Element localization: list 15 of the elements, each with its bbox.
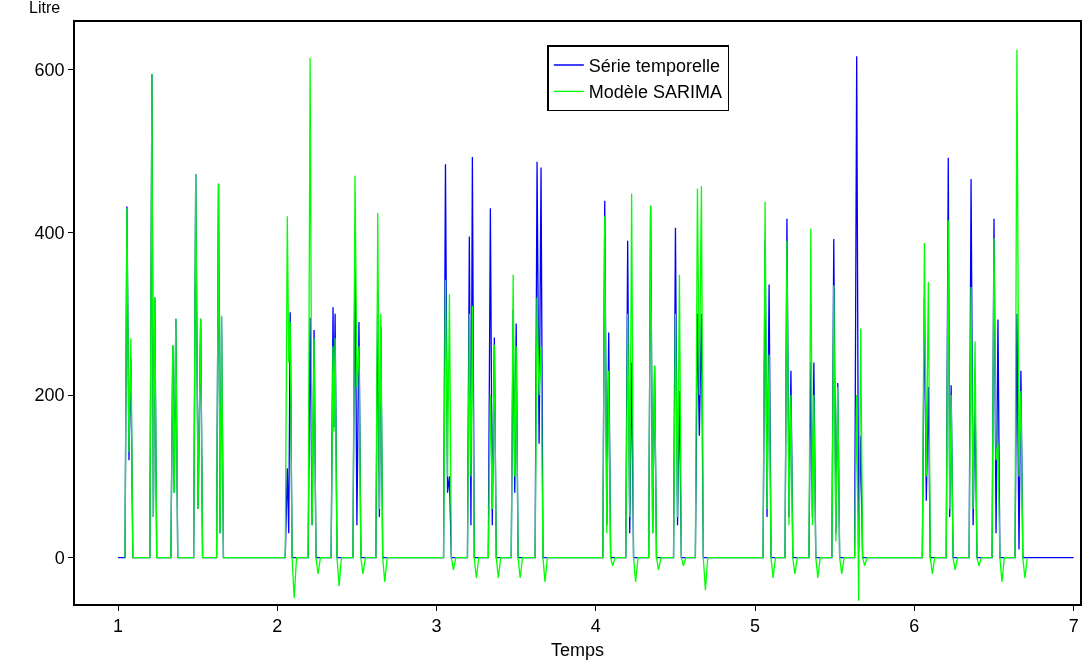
x-tick-label: 6 <box>909 616 920 637</box>
x-tick-label: 5 <box>750 616 761 637</box>
y-tick-label: 600 <box>34 60 65 81</box>
legend-label: Série temporelle <box>588 56 720 76</box>
y-tick-label: 400 <box>34 222 65 243</box>
x-tick-label: 2 <box>272 616 283 637</box>
legend-label: Modèle SARIMA <box>588 82 722 103</box>
y-tick-label: 200 <box>34 385 65 406</box>
x-axis-title: Temps <box>551 640 605 660</box>
y-axis-title: Litre <box>29 0 61 16</box>
x-tick-label: 1 <box>112 616 124 637</box>
y-tick-label: 0 <box>54 547 65 568</box>
x-tick-label: 3 <box>431 616 442 637</box>
x-tick-label: 4 <box>590 616 601 637</box>
x-tick-label: 7 <box>1068 616 1079 637</box>
